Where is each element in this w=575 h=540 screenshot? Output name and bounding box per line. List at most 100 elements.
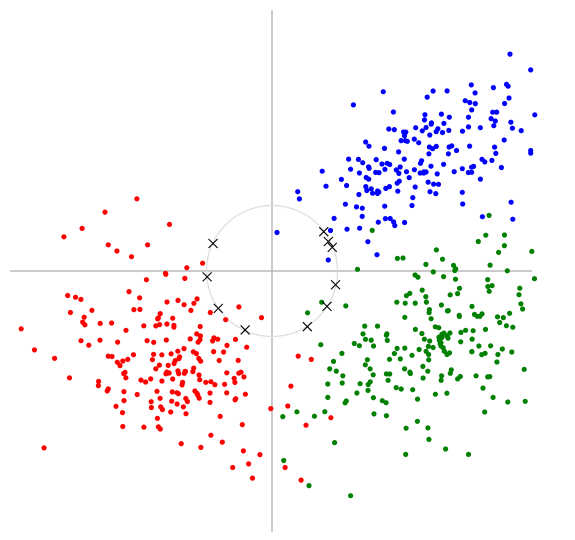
data-point: [421, 336, 427, 342]
data-point: [409, 352, 415, 358]
data-point: [419, 128, 425, 134]
data-point: [474, 313, 480, 319]
data-point: [296, 196, 302, 202]
data-point: [475, 238, 481, 245]
data-point: [360, 331, 366, 337]
data-point: [462, 98, 468, 104]
data-point: [159, 378, 165, 384]
data-point: [170, 376, 176, 382]
data-point: [483, 232, 489, 238]
data-point: [123, 327, 129, 333]
data-point: [477, 125, 483, 131]
data-point: [503, 323, 509, 329]
data-point: [395, 188, 401, 194]
data-point: [364, 357, 370, 363]
data-point: [178, 441, 184, 447]
data-point: [531, 276, 538, 282]
data-point: [506, 95, 512, 101]
data-point: [453, 147, 460, 154]
data-point: [373, 157, 379, 163]
data-point: [236, 370, 242, 376]
data-point: [181, 346, 187, 352]
data-point: [499, 346, 505, 352]
data-point: [184, 398, 190, 405]
data-point: [518, 128, 524, 134]
data-point: [151, 351, 157, 357]
data-point: [374, 190, 381, 196]
data-point: [121, 370, 127, 377]
data-point: [518, 301, 524, 307]
center-marker-stroke: [213, 303, 224, 314]
data-point: [355, 156, 361, 162]
data-point: [223, 317, 229, 323]
data-point: [494, 359, 500, 365]
data-point: [457, 373, 463, 380]
data-point: [430, 88, 436, 94]
data-point: [319, 168, 325, 174]
data-point: [476, 343, 482, 349]
data-point: [169, 398, 175, 404]
data-point: [458, 339, 464, 345]
data-point: [157, 395, 163, 401]
data-point: [348, 166, 354, 172]
data-point: [367, 366, 373, 372]
data-point: [109, 320, 115, 326]
data-point: [342, 400, 348, 406]
data-point: [368, 337, 374, 343]
data-point: [102, 209, 108, 215]
data-point: [502, 100, 508, 107]
data-point: [382, 216, 388, 222]
data-point: [414, 396, 421, 402]
data-point: [280, 414, 286, 420]
center-marker-stroke: [330, 279, 341, 290]
data-point: [195, 339, 201, 345]
data-point: [480, 385, 486, 391]
data-point: [154, 415, 160, 421]
data-point: [164, 321, 170, 327]
data-point: [382, 166, 388, 172]
data-point: [419, 287, 425, 293]
data-point: [456, 285, 463, 291]
data-point: [221, 349, 227, 355]
data-point: [249, 475, 256, 481]
data-point: [422, 112, 428, 118]
data-point: [365, 381, 371, 388]
data-point: [451, 169, 457, 175]
data-point: [397, 356, 403, 362]
data-point: [445, 308, 451, 314]
data-point: [351, 340, 357, 347]
data-point: [443, 446, 449, 452]
data-point: [148, 399, 154, 405]
data-point: [449, 143, 455, 149]
data-point: [488, 343, 494, 349]
data-point: [197, 323, 203, 330]
data-point: [507, 51, 513, 57]
data-point: [504, 268, 510, 274]
data-point: [529, 248, 535, 254]
data-point: [417, 170, 423, 176]
data-point: [439, 373, 445, 379]
data-point: [268, 406, 274, 412]
data-point: [319, 299, 325, 305]
data-point: [365, 239, 371, 245]
data-point: [231, 375, 237, 381]
data-point: [469, 349, 475, 355]
data-point: [423, 348, 429, 354]
data-point: [168, 351, 174, 357]
data-point: [490, 109, 496, 115]
data-point: [362, 323, 368, 329]
data-point: [366, 143, 372, 149]
data-point: [198, 444, 204, 450]
data-point: [163, 371, 169, 377]
data-point: [439, 334, 445, 340]
data-point: [344, 226, 350, 232]
data-point: [165, 362, 171, 368]
data-point: [521, 366, 527, 372]
data-point: [181, 370, 187, 376]
data-point: [362, 362, 368, 368]
data-point: [348, 493, 354, 499]
data-point: [411, 167, 417, 173]
data-point: [486, 212, 492, 218]
data-point: [441, 161, 447, 167]
data-point: [505, 399, 511, 405]
